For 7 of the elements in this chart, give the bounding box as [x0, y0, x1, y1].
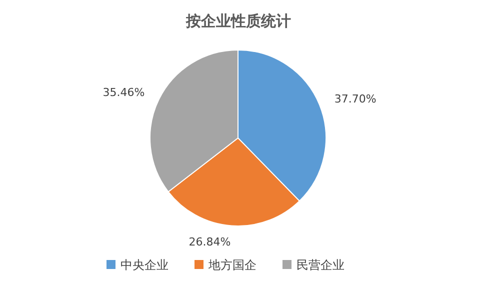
legend-label: 民营企业	[296, 258, 344, 272]
data-label: 26.84%	[188, 236, 231, 249]
data-label: 37.70%	[334, 92, 376, 106]
legend-label: 地方国企	[208, 258, 256, 272]
chart-title: 按企业性质统计	[185, 12, 291, 30]
data-label: 35.46%	[102, 86, 145, 99]
legend-label: 中央企业	[120, 258, 168, 272]
